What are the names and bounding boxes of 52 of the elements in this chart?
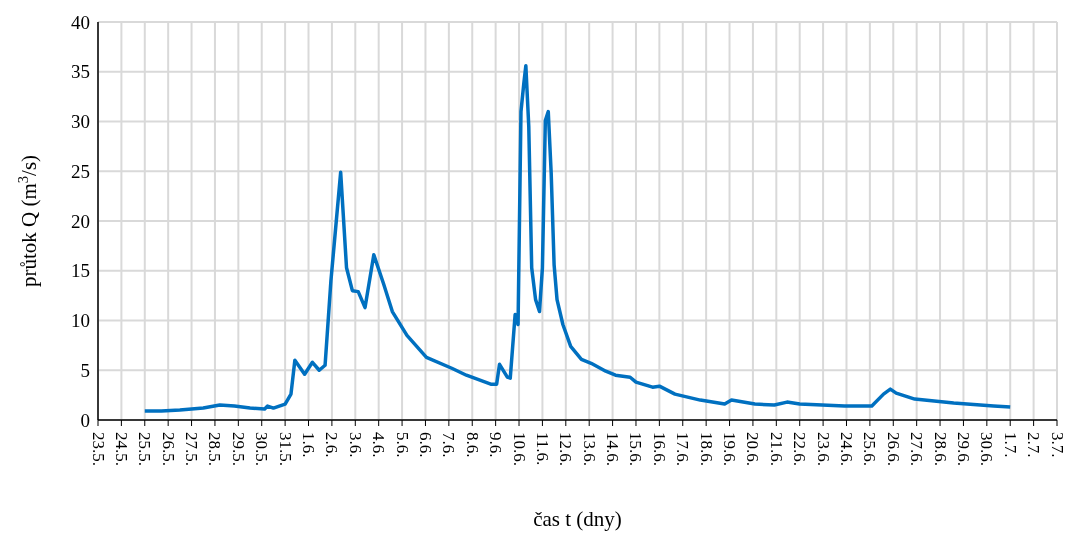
x-tick-label: 27.6.: [907, 432, 927, 466]
x-tick-label: 24.5.: [111, 432, 131, 466]
x-tick-label: 25.5.: [135, 432, 155, 466]
x-tick-label: 16.6.: [649, 432, 669, 466]
y-tick-label: 25: [71, 160, 90, 182]
x-tick-label: 2.7.: [1024, 432, 1044, 458]
y-tick-label: 10: [71, 310, 90, 332]
x-tick-label: 3.7.: [1047, 432, 1067, 458]
x-tick-label: 15.6.: [626, 432, 646, 466]
y-tick-label: 20: [71, 210, 90, 232]
x-tick-label: 23.5.: [88, 432, 108, 466]
x-tick-label: 30.5.: [252, 432, 272, 466]
x-tick-label: 11.6.: [532, 432, 552, 466]
x-tick-label: 26.5.: [158, 432, 178, 466]
x-tick-label: 23.6.: [813, 432, 833, 466]
x-tick-label: 12.6.: [556, 432, 576, 466]
x-tick-label: 1.7.: [1000, 432, 1020, 458]
x-tick-label: 24.6.: [836, 432, 856, 466]
y-tick-label: 15: [71, 260, 90, 282]
x-tick-label: 9.6.: [486, 432, 506, 458]
y-tick-label: 35: [71, 61, 90, 83]
x-tick-label: 19.6.: [720, 432, 740, 466]
x-tick-label: 31.5.: [275, 432, 295, 466]
x-tick-label: 13.6.: [579, 432, 599, 466]
x-tick-label: 18.6.: [696, 432, 716, 466]
y-tick-label: 0: [80, 409, 90, 431]
x-tick-label: 28.6.: [930, 432, 950, 466]
x-axis-title: čas t (dny): [533, 507, 622, 531]
x-tick-label: 29.5.: [228, 432, 248, 466]
x-tick-label: 2.6.: [322, 432, 342, 458]
x-tick-label: 10.6.: [509, 432, 529, 466]
x-tick-label: 7.6.: [439, 432, 459, 458]
x-tick-label: 17.6.: [673, 432, 693, 466]
x-tick-label: 5.6.: [392, 432, 412, 458]
x-tick-label: 25.6.: [860, 432, 880, 466]
x-tick-label: 20.6.: [743, 432, 763, 466]
x-tick-label: 6.6.: [415, 432, 435, 458]
x-tick-label: 4.6.: [369, 432, 389, 458]
x-tick-label: 1.6.: [299, 432, 319, 458]
y-tick-label: 40: [71, 11, 90, 33]
x-tick-label: 29.6.: [953, 432, 973, 466]
x-tick-label: 21.6.: [766, 432, 786, 466]
x-tick-label: 22.6.: [790, 432, 810, 466]
y-tick-label: 5: [80, 359, 90, 381]
x-tick-label: 26.6.: [883, 432, 903, 466]
x-tick-label: 14.6.: [603, 432, 623, 466]
x-tick-label: 8.6.: [462, 432, 482, 458]
x-tick-label: 30.6.: [977, 432, 997, 466]
y-tick-label: 30: [71, 111, 90, 133]
x-tick-label: 3.6.: [345, 432, 365, 458]
x-tick-label: 28.5.: [205, 432, 225, 466]
x-tick-label: 27.5.: [182, 432, 202, 466]
